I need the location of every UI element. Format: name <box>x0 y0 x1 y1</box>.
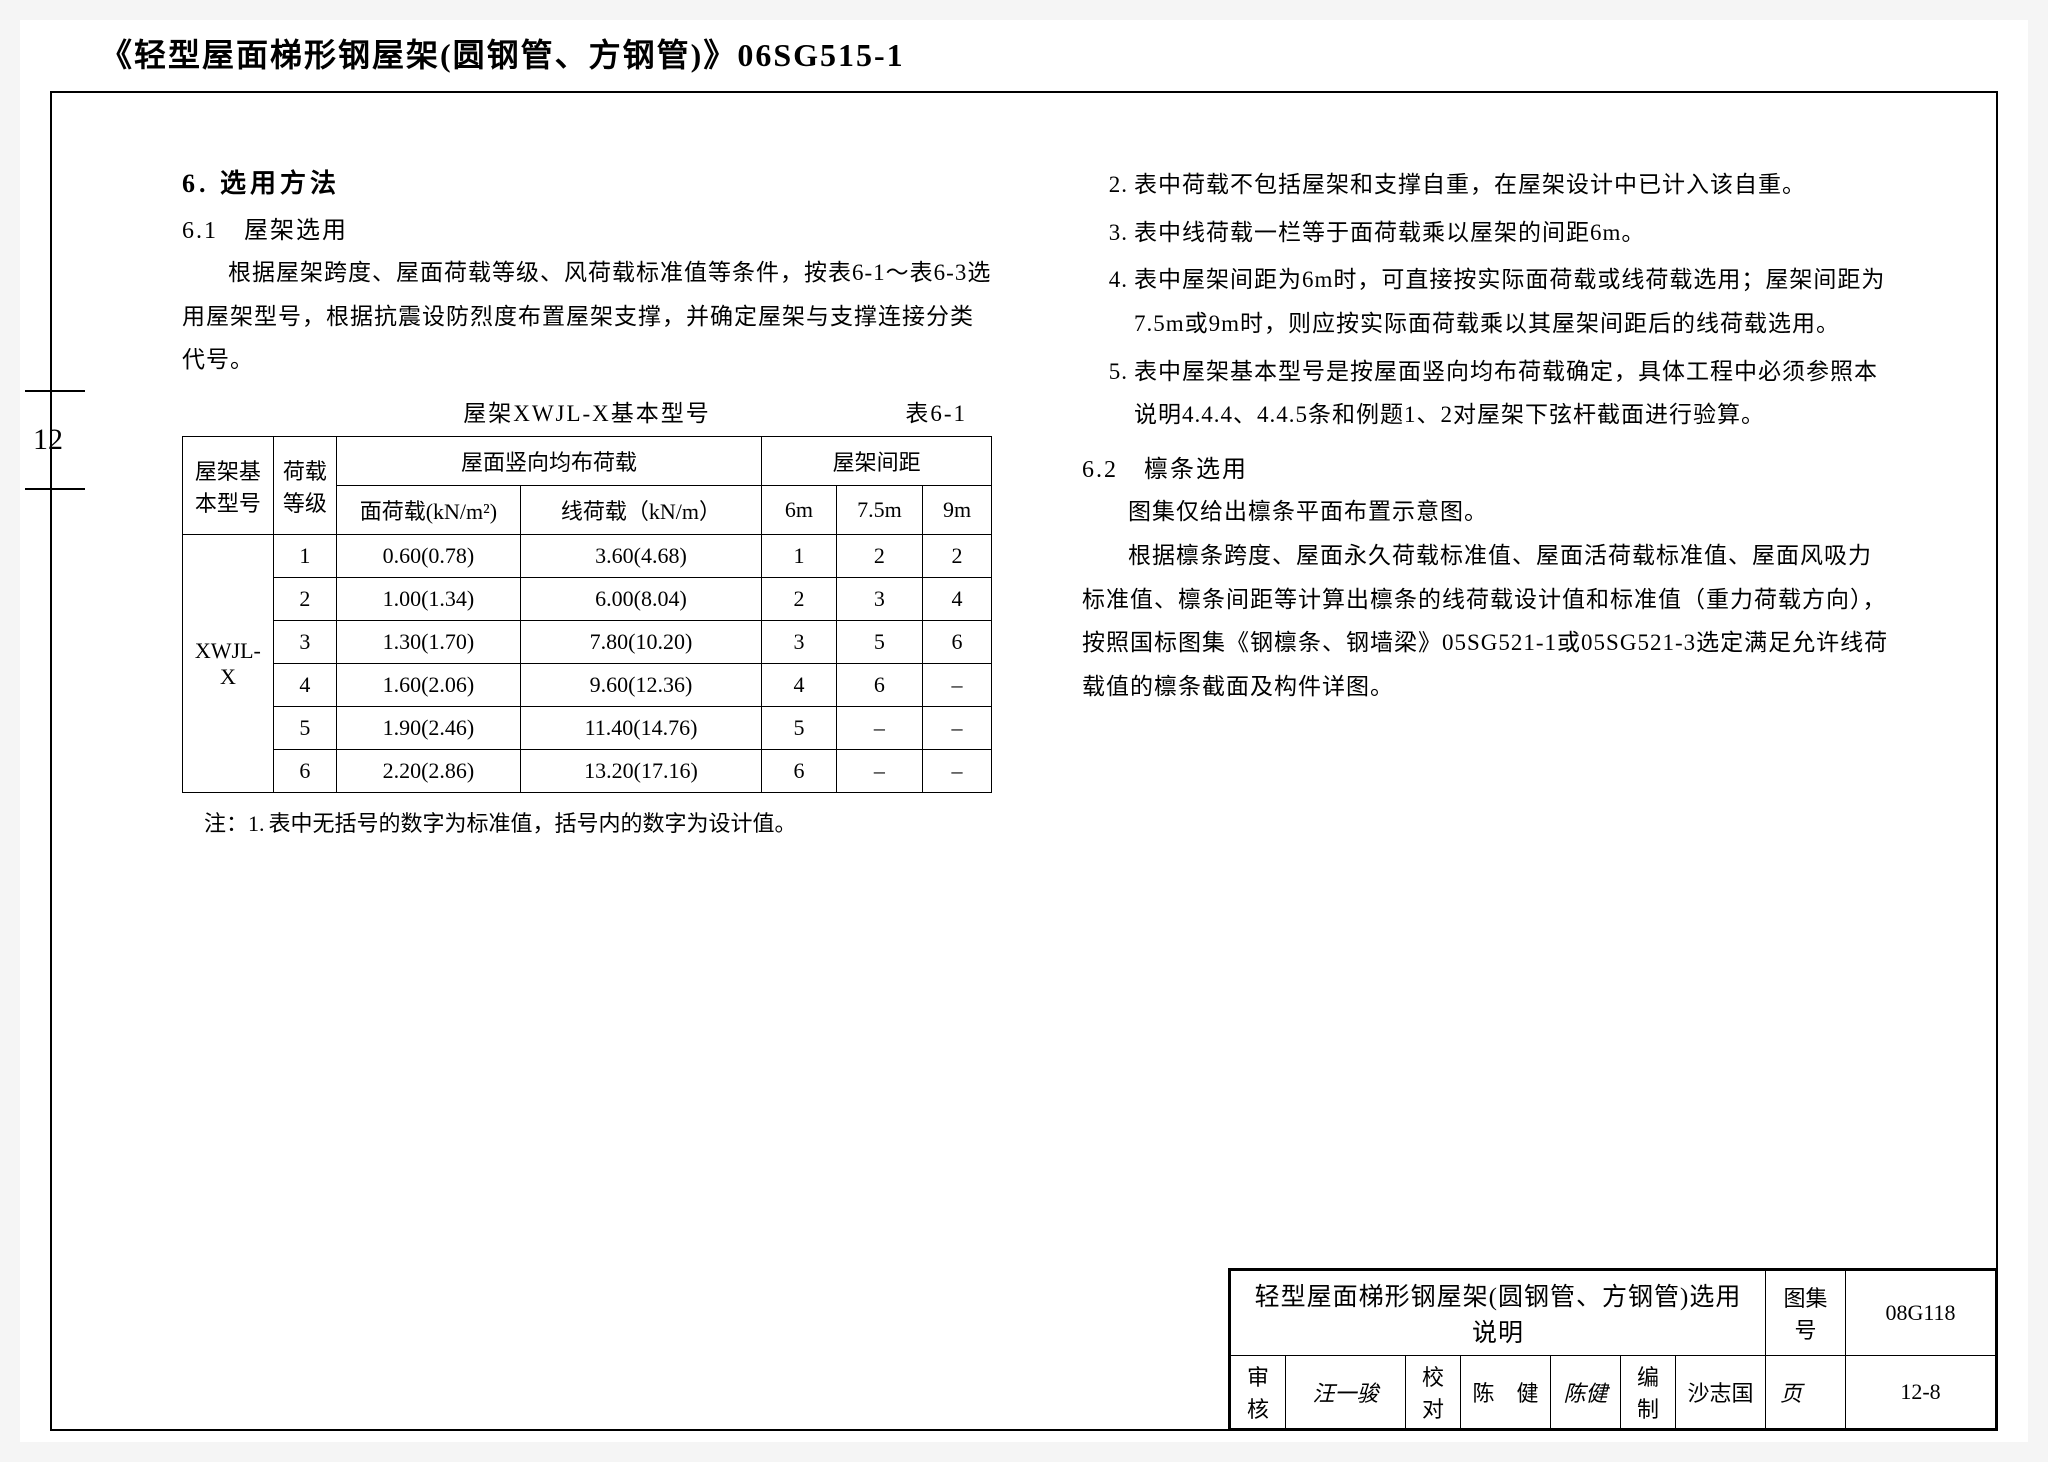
table-row: 2 <box>923 535 992 578</box>
subsection-6-1: 6.1 屋架选用 <box>182 210 992 245</box>
table-row: 1 <box>762 535 837 578</box>
draw-sig: 页 <box>1766 1356 1846 1429</box>
para-6-2b: 根据檩条跨度、屋面永久荷载标准值、屋面活荷载标准值、屋面风吸力标准值、檩条间距等… <box>1082 534 1892 709</box>
main-frame: 6. 选用方法 6.1 屋架选用 根据屋架跨度、屋面荷载等级、风荷载标准值等条件… <box>50 91 1998 1431</box>
table-row: 0.60(0.78) <box>336 535 520 578</box>
check-sig: 陈健 <box>1551 1356 1621 1429</box>
table-row: 3 <box>273 621 336 664</box>
note-num: 3. <box>1082 211 1128 255</box>
album-number: 08G118 <box>1846 1271 1996 1356</box>
table-row: 3 <box>836 578 922 621</box>
draw-label: 编制 <box>1621 1356 1676 1429</box>
note-num: 4. <box>1082 258 1128 345</box>
table-row: 1.90(2.46) <box>336 707 520 750</box>
table-row: 5 <box>836 621 922 664</box>
table-row: 3.60(4.68) <box>520 535 761 578</box>
table-row: 2.20(2.86) <box>336 750 520 793</box>
note-5: 5. 表中屋架基本型号是按屋面竖向均布荷载确定，具体工程中必须参照本说明4.4.… <box>1082 350 1892 437</box>
note-label: 注：1. <box>204 803 265 845</box>
table-row: 2 <box>762 578 837 621</box>
table-row: – <box>836 707 922 750</box>
right-column: 2. 表中荷载不包括屋架和支撑自重，在屋架设计中已计入该自重。 3. 表中线荷载… <box>1082 163 1892 845</box>
th-7-5m: 7.5m <box>836 486 922 535</box>
para-6-2a: 图集仅给出檩条平面布置示意图。 <box>1082 490 1892 534</box>
note-4: 4. 表中屋架间距为6m时，可直接按实际面荷载或线荷载选用；屋架间距为7.5m或… <box>1082 258 1892 345</box>
section-title: 选用方法 <box>220 169 340 198</box>
page: 《轻型屋面梯形钢屋架(圆钢管、方钢管)》06SG515-1 12 6. 选用方法… <box>20 20 2028 1442</box>
note-text: 表中线荷载一栏等于面荷载乘以屋架的间距6m。 <box>1134 211 1892 255</box>
th-model: 屋架基本型号 <box>183 437 274 535</box>
audit-label: 审核 <box>1231 1356 1286 1429</box>
table-row: 2 <box>273 578 336 621</box>
draw-value: 沙志国 <box>1676 1356 1766 1429</box>
page-label: 页 <box>1776 1376 1835 1408</box>
table-row: 1 <box>273 535 336 578</box>
para-6-1: 根据屋架跨度、屋面荷载等级、风荷载标准值等条件，按表6-1～表6-3选用屋架型号… <box>182 251 992 382</box>
table-note-1: 注：1. 表中无括号的数字为标准值，括号内的数字为设计值。 <box>182 803 992 845</box>
note-2: 2. 表中荷载不包括屋架和支撑自重，在屋架设计中已计入该自重。 <box>1082 163 1892 207</box>
table-row: 6 <box>273 750 336 793</box>
table-row: 6 <box>923 621 992 664</box>
table-row: 3 <box>762 621 837 664</box>
check-label: 校对 <box>1406 1356 1461 1429</box>
table-row: 5 <box>762 707 837 750</box>
note-num: 5. <box>1082 350 1128 437</box>
table-row: 9.60(12.36) <box>520 664 761 707</box>
table-caption-text: 屋架XWJL-X基本型号 <box>463 401 711 426</box>
note-3: 3. 表中线荷载一栏等于面荷载乘以屋架的间距6m。 <box>1082 211 1892 255</box>
audit-value: 汪一骏 <box>1286 1356 1406 1429</box>
table-row: 1.00(1.34) <box>336 578 520 621</box>
th-grade: 荷载等级 <box>273 437 336 535</box>
table-row: 4 <box>762 664 837 707</box>
table-row: – <box>836 750 922 793</box>
table-row: 1.60(2.06) <box>336 664 520 707</box>
subsection-6-2: 6.2 檩条选用 <box>1082 449 1892 484</box>
table-row: 6 <box>836 664 922 707</box>
note-body: 表中无括号的数字为标准值，括号内的数字为设计值。 <box>269 803 992 845</box>
table-row: – <box>923 707 992 750</box>
table-row: – <box>923 664 992 707</box>
page-number: 12-8 <box>1846 1356 1996 1429</box>
table-row: 2 <box>836 535 922 578</box>
note-text: 表中屋架基本型号是按屋面竖向均布荷载确定，具体工程中必须参照本说明4.4.4、4… <box>1134 350 1892 437</box>
table-row: – <box>923 750 992 793</box>
check-value: 陈 健 <box>1461 1356 1551 1429</box>
title-block-project: 轻型屋面梯形钢屋架(圆钢管、方钢管)选用说明 <box>1231 1271 1766 1356</box>
document-header: 《轻型屋面梯形钢屋架(圆钢管、方钢管)》06SG515-1 <box>20 20 2028 91</box>
th-vertical-load: 屋面竖向均布荷载 <box>336 437 761 486</box>
album-label: 图集号 <box>1766 1271 1846 1356</box>
table-caption: 屋架XWJL-X基本型号 表6-1 <box>182 394 992 428</box>
title-block: 轻型屋面梯形钢屋架(圆钢管、方钢管)选用说明 图集号 08G118 审核 汪一骏… <box>1228 1268 1996 1429</box>
table-row: 6 <box>762 750 837 793</box>
note-num: 2. <box>1082 163 1128 207</box>
th-spacing: 屋架间距 <box>762 437 992 486</box>
table-row: 7.80(10.20) <box>520 621 761 664</box>
note-text: 表中荷载不包括屋架和支撑自重，在屋架设计中已计入该自重。 <box>1134 163 1892 207</box>
note-text: 表中屋架间距为6m时，可直接按实际面荷载或线荷载选用；屋架间距为7.5m或9m时… <box>1134 258 1892 345</box>
th-area-load: 面荷载(kN/m²) <box>336 486 520 535</box>
table-row: 13.20(17.16) <box>520 750 761 793</box>
table-6-1: 屋架基本型号 荷载等级 屋面竖向均布荷载 屋架间距 面荷载(kN/m²) 线荷载… <box>182 436 992 793</box>
th-line-load: 线荷载（kN/m） <box>520 486 761 535</box>
th-6m: 6m <box>762 486 837 535</box>
table-row: 6.00(8.04) <box>520 578 761 621</box>
table-row: 1.30(1.70) <box>336 621 520 664</box>
table-row: 4 <box>273 664 336 707</box>
left-column: 6. 选用方法 6.1 屋架选用 根据屋架跨度、屋面荷载等级、风荷载标准值等条件… <box>182 163 992 845</box>
table-number: 表6-1 <box>905 394 967 428</box>
table-row: 5 <box>273 707 336 750</box>
table-row: 11.40(14.76) <box>520 707 761 750</box>
section-number: 6. <box>182 169 210 198</box>
cell-model: XWJL-X <box>183 535 274 793</box>
th-9m: 9m <box>923 486 992 535</box>
table-row: 4 <box>923 578 992 621</box>
